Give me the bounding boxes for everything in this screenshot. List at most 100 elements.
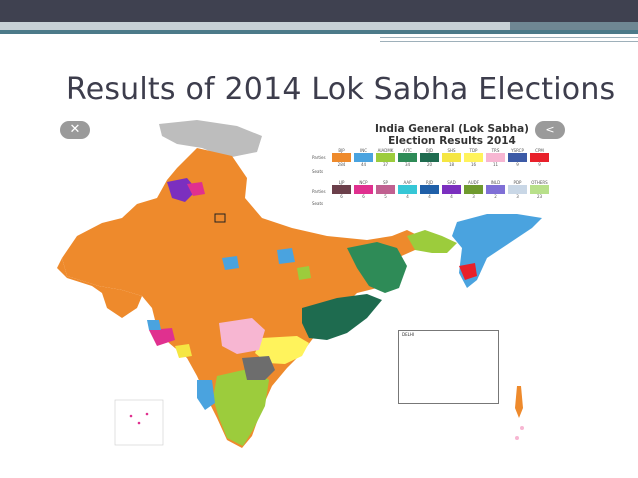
island-dot bbox=[520, 426, 524, 430]
legend-seat-count: 34 bbox=[404, 162, 411, 167]
legend-seat-count: 16 bbox=[470, 162, 477, 167]
slide-top-band-light bbox=[0, 22, 638, 30]
legend-row-1: BJP 284 INC 44 AIADMK 37 AITC 34 BJD 20 SHS 18 TDP 16… bbox=[332, 148, 549, 167]
legend-party-name: AUDF bbox=[467, 180, 480, 185]
legend-seat-count: 2 bbox=[494, 194, 497, 199]
legend-swatch bbox=[420, 153, 439, 162]
legend-swatch bbox=[354, 153, 373, 162]
inset-label: DELHI bbox=[402, 332, 415, 337]
legend-entry: LJP 6 bbox=[332, 180, 351, 199]
trs-region bbox=[219, 318, 265, 354]
lakshadweep-inset bbox=[114, 399, 164, 446]
legend-entry: BJP 284 bbox=[332, 148, 351, 167]
legend-seat-count: 284 bbox=[337, 162, 346, 167]
legend-party-name: SHS bbox=[447, 148, 456, 153]
legend-party-name: TRS bbox=[491, 148, 500, 153]
legend-seat-count: 20 bbox=[426, 162, 433, 167]
legend-swatch bbox=[420, 185, 439, 194]
legend-swatch bbox=[376, 153, 395, 162]
inc-spot bbox=[222, 256, 239, 270]
aiadmk-region bbox=[213, 368, 269, 446]
others-region-northeast bbox=[407, 230, 457, 253]
legend-entry: AAP 4 bbox=[398, 180, 417, 199]
legend-entry: OTHERS 23 bbox=[530, 180, 549, 199]
legend-row1-seats-label: Seats bbox=[312, 169, 324, 174]
legend-seat-count: 5 bbox=[384, 194, 387, 199]
inc-spot bbox=[277, 248, 295, 264]
legend-row2-seats-label: Seats bbox=[312, 201, 324, 206]
legend-seat-count: 6 bbox=[340, 194, 343, 199]
lakshadweep-dot bbox=[129, 414, 133, 418]
legend-seat-count: 37 bbox=[382, 162, 389, 167]
legend-party-name: CPM bbox=[535, 148, 544, 153]
legend-entry: AITC 34 bbox=[398, 148, 417, 167]
slide-top-rule bbox=[380, 37, 638, 38]
legend-entry: PDP 3 bbox=[508, 180, 527, 199]
legend-party-name: OTHERS bbox=[531, 180, 548, 185]
andaman-islands bbox=[515, 386, 523, 418]
aitc-region bbox=[347, 242, 407, 293]
share-icon[interactable]: < bbox=[535, 121, 565, 139]
legend-entry: SAD 4 bbox=[442, 180, 461, 199]
legend-party-name: BJD bbox=[425, 148, 433, 153]
slide-title: Results of 2014 Lok Sabha Elections bbox=[66, 72, 616, 107]
legend-party-name: TDP bbox=[469, 148, 478, 153]
legend-seat-count: 44 bbox=[360, 162, 367, 167]
delhi-marker bbox=[214, 213, 226, 223]
legend-seat-count: 11 bbox=[492, 162, 499, 167]
legend-row-2: LJP 6 NCP 6 SP 5 AAP 4 RJD 4 SAD 4 AUDF 3 INLD 2 PDP 3 OTH… bbox=[332, 180, 549, 199]
legend-party-name: LJP bbox=[338, 180, 345, 185]
legend-entry: TRS 11 bbox=[486, 148, 505, 167]
legend-party-name: PDP bbox=[513, 180, 522, 185]
shs-region bbox=[175, 344, 192, 358]
election-map: ✕ < India General (Lok Sabha) Election R… bbox=[47, 118, 581, 456]
legend-swatch bbox=[398, 153, 417, 162]
bjp-region-gujarat bbox=[57, 258, 142, 318]
disputed-region bbox=[159, 120, 262, 158]
legend-entry: INC 44 bbox=[354, 148, 373, 167]
legend-title-line1: India General (Lok Sabha) bbox=[375, 123, 529, 135]
legend-swatch bbox=[398, 185, 417, 194]
legend-party-name: INLD bbox=[490, 180, 501, 185]
legend-party-name: YSRCP bbox=[511, 148, 524, 153]
cpm-region bbox=[459, 263, 477, 280]
bjp-region bbox=[62, 148, 419, 448]
ncp-region bbox=[149, 328, 175, 346]
legend-swatch bbox=[486, 153, 505, 162]
legend-party-name: NCP bbox=[359, 180, 368, 185]
slide-top-rule bbox=[380, 41, 638, 42]
legend-entry: AIADMK 37 bbox=[376, 148, 395, 167]
legend-seat-count: 3 bbox=[516, 194, 519, 199]
legend-seat-count: 9 bbox=[538, 162, 541, 167]
lakshadweep-dot bbox=[145, 412, 149, 416]
delhi-inset: DELHI bbox=[398, 330, 499, 404]
legend-entry: AUDF 3 bbox=[464, 180, 483, 199]
legend-party-name: INC bbox=[360, 148, 367, 153]
close-icon[interactable]: ✕ bbox=[60, 121, 90, 139]
legend-entry: SP 5 bbox=[376, 180, 395, 199]
legend-seat-count: 4 bbox=[450, 194, 453, 199]
legend-seat-count: 18 bbox=[448, 162, 455, 167]
legend-party-name: SP bbox=[383, 180, 388, 185]
bjd-region bbox=[302, 294, 382, 340]
legend-swatch bbox=[354, 185, 373, 194]
legend-swatch bbox=[442, 185, 461, 194]
legend-party-name: BJP bbox=[338, 148, 345, 153]
inc-spot bbox=[147, 320, 161, 330]
legend-entry: RJD 4 bbox=[420, 180, 439, 199]
sad-mixed-region bbox=[187, 182, 205, 196]
legend-swatch bbox=[464, 185, 483, 194]
legend-swatch bbox=[486, 185, 505, 194]
legend-entry: YSRCP 9 bbox=[508, 148, 527, 167]
legend-title: India General (Lok Sabha) Election Resul… bbox=[347, 123, 557, 147]
island-dot bbox=[515, 436, 519, 440]
legend-entry: SHS 18 bbox=[442, 148, 461, 167]
legend-swatch bbox=[508, 153, 527, 162]
legend-seat-count: 4 bbox=[428, 194, 431, 199]
legend-entry: CPM 9 bbox=[530, 148, 549, 167]
legend-party-name: AITC bbox=[403, 148, 412, 153]
legend-swatch bbox=[332, 153, 351, 162]
legend-swatch bbox=[332, 185, 351, 194]
legend-seat-count: 23 bbox=[536, 194, 543, 199]
legend-seat-count: 9 bbox=[516, 162, 519, 167]
